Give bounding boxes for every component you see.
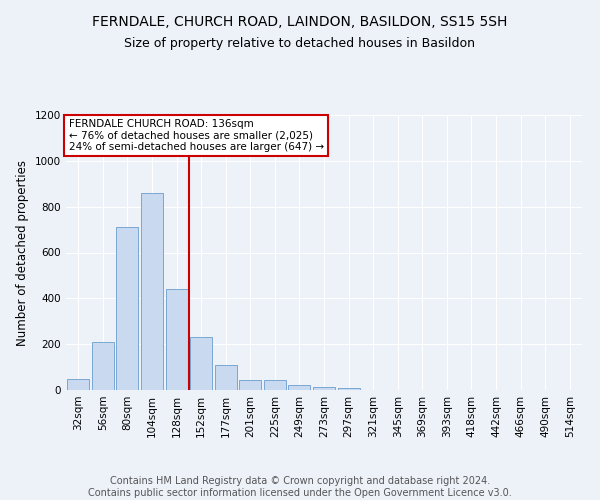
Text: FERNDALE, CHURCH ROAD, LAINDON, BASILDON, SS15 5SH: FERNDALE, CHURCH ROAD, LAINDON, BASILDON…: [92, 15, 508, 29]
Bar: [116, 226, 139, 390]
Bar: [264, 380, 286, 390]
Bar: [190, 337, 212, 390]
Bar: [92, 342, 114, 390]
Bar: [338, 388, 359, 390]
Y-axis label: Number of detached properties: Number of detached properties: [16, 160, 29, 346]
Bar: [313, 387, 335, 390]
Bar: [239, 380, 262, 390]
Bar: [67, 379, 89, 390]
Bar: [215, 366, 237, 390]
Text: Size of property relative to detached houses in Basildon: Size of property relative to detached ho…: [125, 38, 476, 51]
Bar: [141, 193, 163, 390]
Text: FERNDALE CHURCH ROAD: 136sqm
← 76% of detached houses are smaller (2,025)
24% of: FERNDALE CHURCH ROAD: 136sqm ← 76% of de…: [68, 119, 324, 152]
Bar: [289, 385, 310, 390]
Text: Contains HM Land Registry data © Crown copyright and database right 2024.
Contai: Contains HM Land Registry data © Crown c…: [88, 476, 512, 498]
Bar: [166, 289, 188, 390]
